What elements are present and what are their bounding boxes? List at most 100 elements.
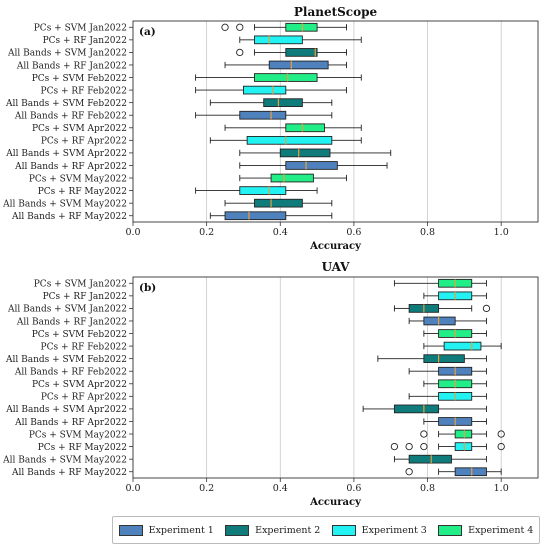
legend-item-experiment-4: Experiment 4	[438, 524, 534, 536]
legend-label-3: Experiment 3	[361, 524, 427, 536]
box-1-5	[443, 341, 482, 351]
y-tick-label-0-4: PCs + SVM Feb2022	[32, 74, 127, 84]
panel-label-1: (b)	[139, 282, 156, 294]
y-tick-label-0-15: All Bands + RF May2022	[11, 212, 127, 222]
flier-1-15-0	[405, 468, 413, 476]
box-0-15	[224, 211, 287, 221]
y-tick-label-0-13: PCs + RF May2022	[38, 187, 127, 197]
x-tick-label-1-0: 0.0	[125, 483, 140, 494]
legend-swatch-1	[118, 524, 143, 536]
box-0-10	[279, 148, 331, 158]
box-1-10	[393, 404, 440, 414]
y-tick-label-0-12: PCs + SVM May2022	[29, 174, 127, 184]
y-tick-label-1-9: PCs + RF Apr2022	[41, 393, 127, 403]
y-tick-label-0-9: PCs + RF Apr2022	[41, 137, 127, 147]
y-tick-label-0-5: PCs + RF Feb2022	[41, 86, 127, 96]
y-tick-label-1-3: All Bands + RF Jan2022	[16, 317, 127, 327]
box-0-5	[243, 85, 287, 95]
y-tick-label-0-0: PCs + SVM Jan2022	[34, 24, 127, 34]
box-0-7	[239, 110, 287, 120]
flier-1-13-0	[390, 442, 399, 451]
box-0-13	[239, 186, 287, 195]
y-tick-label-0-1: PCs + RF Jan2022	[43, 36, 127, 46]
x-tick-label-0-2: 0.4	[273, 227, 288, 238]
legend-item-experiment-3: Experiment 3	[331, 524, 427, 536]
y-tick-label-0-8: PCs + SVM Apr2022	[32, 124, 127, 134]
flier-1-13-1	[405, 442, 413, 451]
box-0-9	[246, 135, 333, 145]
y-tick-label-1-4: PCs + SVM Feb2022	[32, 330, 127, 340]
box-1-6	[423, 354, 465, 364]
x-tick-label-1-4: 0.8	[420, 483, 435, 494]
flier-1-13-2	[420, 442, 428, 451]
x-axis-label-1: Accuracy	[309, 497, 362, 508]
box-0-12	[270, 173, 314, 183]
flier-0-2-0	[236, 48, 244, 57]
y-tick-label-0-6: All Bands + SVM Feb2022	[5, 99, 127, 109]
y-tick-label-1-14: All Bands + SVM May2022	[2, 455, 127, 465]
y-tick-label-0-11: All Bands + RF Apr2022	[14, 162, 127, 172]
chart-title-0: PlanetScope	[294, 5, 378, 19]
legend: Experiment 1 Experiment 2 Experiment 3 E…	[112, 516, 540, 544]
flier-1-2-0	[482, 304, 491, 313]
plot-frame-1	[132, 276, 539, 479]
y-tick-label-1-0: PCs + SVM Jan2022	[34, 280, 127, 290]
chart-title-1: UAV	[322, 260, 351, 274]
flier-0-0-0	[221, 23, 229, 31]
x-tick-label-0-3: 0.6	[346, 227, 361, 238]
box-0-8	[285, 123, 325, 133]
legend-item-experiment-1: Experiment 1	[118, 524, 214, 536]
y-tick-label-1-6: All Bands + SVM Feb2022	[5, 355, 127, 365]
y-tick-label-1-8: PCs + SVM Apr2022	[32, 380, 127, 390]
x-tick-label-1-2: 0.4	[273, 483, 288, 494]
box-0-1	[254, 35, 303, 45]
box-0-14	[254, 198, 303, 208]
box-1-13	[454, 442, 473, 451]
y-tick-label-0-2: All Bands + SVM Jan2022	[7, 49, 127, 59]
legend-swatch-3	[331, 524, 356, 536]
legend-label-2: Experiment 2	[255, 524, 321, 536]
box-1-15	[454, 467, 487, 477]
flier-1-12-1	[497, 430, 505, 438]
legend-item-experiment-2: Experiment 2	[225, 524, 321, 536]
x-tick-label-1-1: 0.2	[199, 483, 214, 494]
y-tick-label-0-7: All Bands + RF Feb2022	[14, 112, 127, 122]
y-tick-label-1-5: PCs + RF Feb2022	[41, 342, 127, 352]
box-1-12	[454, 429, 473, 439]
x-tick-label-1-5: 1.0	[494, 483, 509, 494]
y-tick-label-1-15: All Bands + RF May2022	[11, 468, 127, 478]
y-tick-label-1-1: PCs + RF Jan2022	[43, 292, 127, 302]
y-tick-label-0-14: All Bands + SVM May2022	[2, 199, 127, 209]
y-tick-label-1-11: All Bands + RF Apr2022	[14, 418, 127, 428]
panel-label-0: (a)	[139, 26, 156, 38]
box-0-4	[254, 73, 318, 82]
box-0-0	[285, 22, 318, 32]
x-tick-label-0-4: 0.8	[420, 227, 435, 238]
x-tick-label-0-5: 1.0	[494, 227, 509, 238]
y-tick-label-1-10: All Bands + SVM Apr2022	[5, 405, 127, 415]
box-0-3	[268, 60, 329, 70]
y-tick-label-0-3: All Bands + RF Jan2022	[16, 61, 127, 71]
y-tick-label-0-10: All Bands + SVM Apr2022	[5, 149, 127, 159]
x-tick-label-1-3: 0.6	[346, 483, 361, 494]
flier-0-0-1	[236, 23, 244, 31]
x-axis-label-0: Accuracy	[309, 241, 362, 252]
x-tick-label-0-1: 0.2	[199, 227, 214, 238]
box-0-6	[263, 98, 303, 108]
box-0-11	[285, 161, 338, 170]
y-tick-label-1-2: All Bands + SVM Jan2022	[7, 305, 127, 315]
box-1-3	[423, 316, 456, 326]
box-1-14	[408, 454, 452, 464]
y-tick-label-1-13: PCs + RF May2022	[38, 443, 127, 453]
box-0-2	[285, 48, 318, 57]
legend-label-1: Experiment 1	[148, 524, 214, 536]
flier-1-13-3	[497, 442, 505, 451]
x-tick-label-0-0: 0.0	[125, 227, 140, 238]
legend-swatch-4	[438, 524, 463, 536]
legend-label-4: Experiment 4	[468, 524, 534, 536]
plot-frame-0	[132, 20, 539, 223]
y-tick-label-1-7: All Bands + RF Feb2022	[14, 368, 127, 378]
flier-1-12-0	[420, 430, 428, 438]
y-tick-label-1-12: PCs + SVM May2022	[29, 430, 127, 440]
